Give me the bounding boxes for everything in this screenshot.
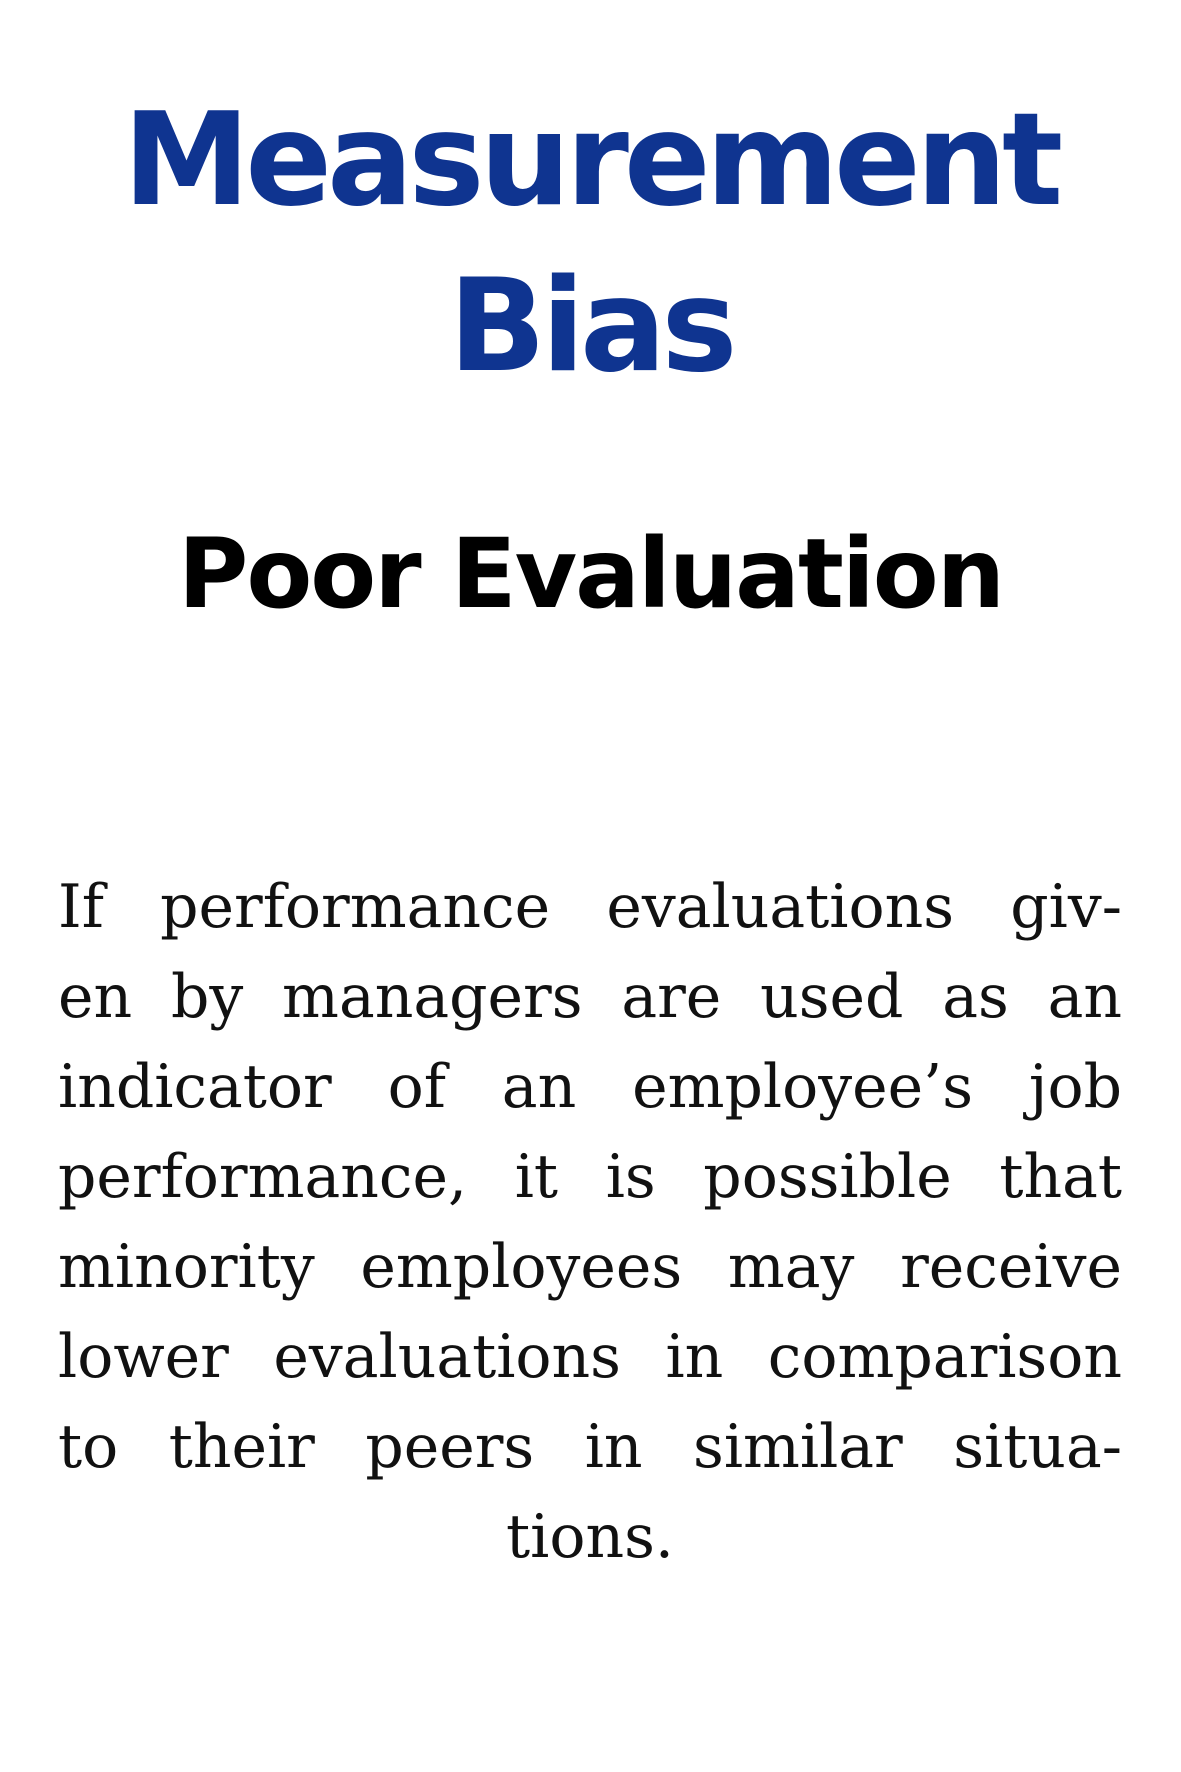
body-line: minority employees may receive <box>58 1232 1122 1302</box>
title-line-2: Bias <box>448 252 738 401</box>
body-line: If performance evaluations giv- <box>58 872 1122 942</box>
body-line: indicator of an employee’s job <box>58 1052 1122 1122</box>
body-line-last: tions. <box>506 1502 674 1572</box>
page-title: Measurement Bias <box>0 78 1181 410</box>
body-line: to their peers in similar situa- <box>58 1412 1122 1482</box>
body-line: performance, it is possible that <box>58 1142 1122 1212</box>
body-line: en by managers are used as an <box>58 962 1122 1032</box>
body-line: lower evaluations in comparison <box>58 1322 1122 1392</box>
subtitle: Poor Evaluation <box>177 518 1005 630</box>
title-line-1: Measurement <box>122 86 1063 235</box>
body-paragraph: If performance evaluations giv- en by ma… <box>58 862 1122 1582</box>
